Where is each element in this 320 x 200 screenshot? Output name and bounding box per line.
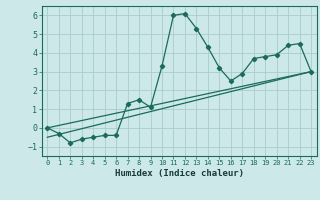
X-axis label: Humidex (Indice chaleur): Humidex (Indice chaleur)	[115, 169, 244, 178]
